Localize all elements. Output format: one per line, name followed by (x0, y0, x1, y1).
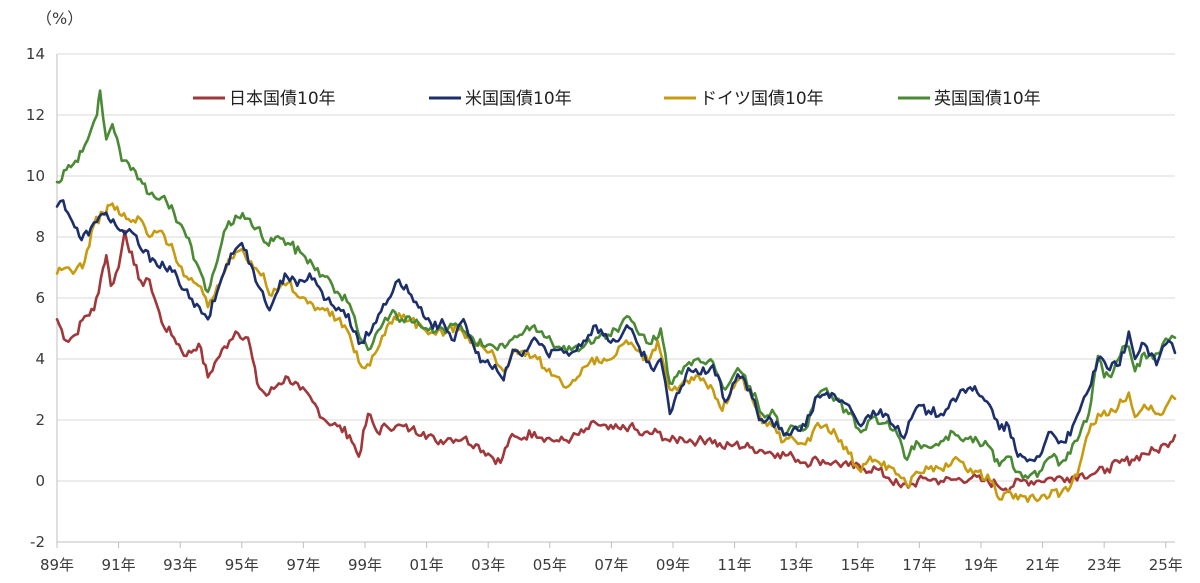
x-tick-label: 01年 (410, 556, 444, 574)
y-axis-ticks: 14 12 10 8 6 4 2 0 -2 (26, 45, 58, 551)
y-tick-label: 8 (35, 228, 45, 246)
legend: 日本国債10年 米国国債10年 ドイツ国債10年 英国国債10年 (193, 89, 1041, 109)
x-tick-label: 15年 (841, 556, 875, 574)
x-axis: 89年 91年 93年 95年 97年 99年 01年 03年 05年 07年 09年 11年 13年 1… (40, 541, 1183, 574)
x-tick-label: 99年 (348, 556, 382, 574)
x-tick-label: 03年 (471, 556, 505, 574)
x-tick-label: 05年 (533, 556, 567, 574)
x-tick-label: 11年 (718, 556, 752, 574)
y-tick-label: 0 (35, 472, 45, 490)
y-axis-unit-label: （%） (36, 9, 83, 28)
x-tick-label: 91年 (102, 556, 136, 574)
series-line (55, 199, 1177, 463)
x-tick-label: 07年 (594, 556, 628, 574)
legend-label: 日本国債10年 (229, 89, 336, 109)
y-tick-label: -2 (30, 533, 45, 551)
x-tick-label: 13年 (779, 556, 813, 574)
series-line (55, 229, 1177, 493)
y-tick-label: 10 (26, 167, 45, 185)
y-tick-label: 14 (26, 45, 45, 63)
y-tick-label: 6 (35, 289, 45, 307)
legend-label: 英国国債10年 (934, 89, 1041, 109)
y-tick-label: 12 (26, 106, 45, 124)
y-tick-label: 4 (35, 350, 45, 368)
x-tick-label: 97年 (286, 556, 320, 574)
x-tick-label: 09年 (656, 556, 690, 574)
x-tick-label: 93年 (163, 556, 197, 574)
legend-label: 米国国債10年 (465, 89, 572, 109)
x-tick-label: 89年 (40, 556, 74, 574)
x-tick-label: 17年 (902, 556, 936, 574)
series-line (55, 89, 1177, 480)
x-tick-label: 95年 (225, 556, 259, 574)
x-tick-label: 25年 (1149, 556, 1183, 574)
x-tick-label: 21年 (1026, 556, 1060, 574)
y-tick-label: 2 (35, 411, 45, 429)
series-lines (55, 89, 1177, 503)
series-line (55, 202, 1177, 503)
x-tick-label: 23年 (1087, 556, 1121, 574)
legend-label: ドイツ国債10年 (700, 89, 824, 109)
x-tick-label: 19年 (964, 556, 998, 574)
gridlines (57, 53, 1175, 482)
